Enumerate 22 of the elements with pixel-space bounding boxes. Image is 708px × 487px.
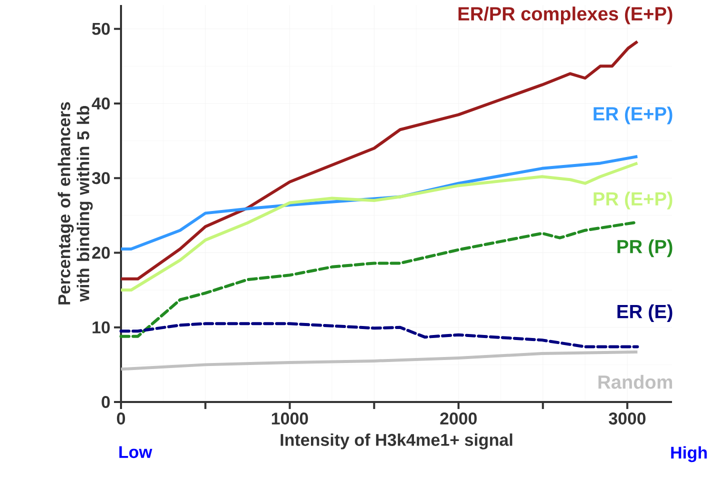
y-tick-label: 30 [92, 172, 110, 184]
y-axis-title: Percentage of enhancers with binding within 5 kb [58, 102, 93, 304]
line-series [120, 322, 639, 348]
line-series [120, 350, 639, 371]
y-tick-label: 0 [102, 396, 110, 408]
x-tick-label: 3000 [608, 412, 646, 425]
x-tick-label: 0 [116, 412, 126, 425]
series-label: PR (E+P) [594, 192, 672, 210]
x-axis-title: Intensity of H3k4me1+ signal [280, 433, 512, 450]
text: Low [119, 446, 152, 458]
series-label: Random [598, 374, 672, 389]
x-tick-label: 1000 [272, 412, 308, 425]
y-tick-label: 40 [92, 97, 110, 110]
y-tick-label: 50 [92, 22, 110, 35]
y-tick-label: 10 [92, 321, 110, 334]
text: High [671, 446, 707, 462]
text: ER (E+P) [594, 106, 672, 124]
series-label: ER (E) [617, 304, 672, 322]
y-tick-label: 20 [92, 246, 110, 259]
x-tick-label: 2000 [440, 412, 477, 425]
series-label: PR (P) [617, 239, 672, 258]
text: ER/PR complexes (E+P) [458, 6, 672, 24]
